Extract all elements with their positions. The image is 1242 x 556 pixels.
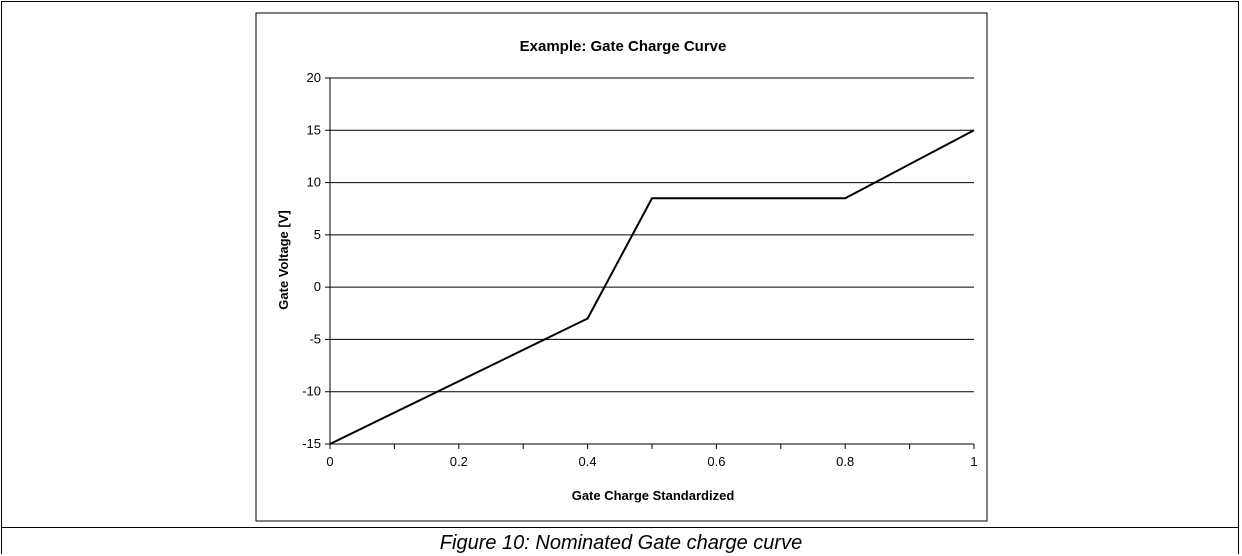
- y-tick-label: -10: [302, 384, 321, 399]
- x-tick-label: 0.2: [450, 454, 468, 469]
- y-tick-label: -15: [302, 436, 321, 451]
- y-tick-label: 20: [307, 70, 321, 85]
- y-tick-label: 15: [307, 122, 321, 137]
- gridlines: [330, 77, 974, 393]
- x-tick-label: 1: [970, 454, 977, 469]
- x-tick-label: 0: [326, 454, 333, 469]
- x-tick-label: 0.6: [707, 454, 725, 469]
- axes: [325, 77, 975, 449]
- chart-area-border: [255, 12, 988, 522]
- chart-title: Example: Gate Charge Curve: [520, 38, 727, 55]
- x-tick-label: 0.4: [579, 454, 597, 469]
- x-axis-title: Gate Charge Standardized: [572, 488, 735, 503]
- y-axis-title: Gate Voltage [V]: [276, 210, 291, 309]
- table-divider: [1, 527, 1239, 528]
- y-tick-label: 10: [307, 175, 321, 190]
- y-tick-label: -5: [309, 331, 321, 346]
- y-tick-label: 0: [314, 279, 321, 294]
- figure-caption: Figure 10: Nominated Gate charge curve: [439, 532, 803, 554]
- series-line: [329, 129, 975, 445]
- x-tick-label: 0.8: [836, 454, 854, 469]
- tick-labels: 20 15 10 5 0 -5 -10 -15 0 0.2 0.4 0.6 0.8 1: [302, 70, 977, 469]
- series-layer: [329, 129, 975, 445]
- y-tick-label: 5: [314, 227, 321, 242]
